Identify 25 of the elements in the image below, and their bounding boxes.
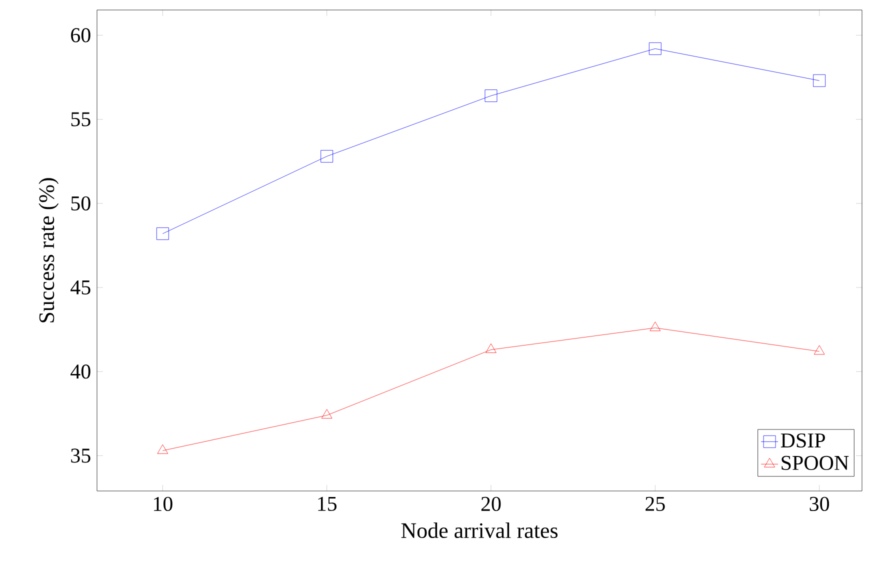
x-axis-title: Node arrival rates (401, 522, 558, 538)
x-tick-label: 25 (646, 496, 665, 511)
point (486, 344, 496, 353)
x-tick-label: 15 (318, 496, 337, 511)
x-tick-label: 20 (481, 496, 501, 512)
point (321, 409, 332, 419)
y-axis-title: Success rate (%) (38, 178, 59, 322)
x-tick-label: 30 (810, 496, 830, 512)
y-tick-label: 45 (70, 280, 90, 294)
legend-label: DSIP (780, 433, 825, 448)
y-tick-label: 50 (71, 196, 90, 210)
y-tick-label: 40 (70, 364, 90, 379)
x-tick-label: 10 (154, 496, 172, 512)
point (157, 444, 168, 454)
point (320, 150, 334, 163)
legend-label: SPOON (782, 456, 849, 470)
point (156, 227, 169, 240)
point (813, 74, 826, 87)
y-tick-label: 55 (71, 112, 90, 126)
point (648, 42, 662, 55)
point (814, 345, 825, 355)
y-tick-label: 35 (71, 448, 90, 463)
point (484, 90, 498, 102)
y-tick-label: 60 (71, 28, 90, 42)
point (650, 322, 661, 332)
